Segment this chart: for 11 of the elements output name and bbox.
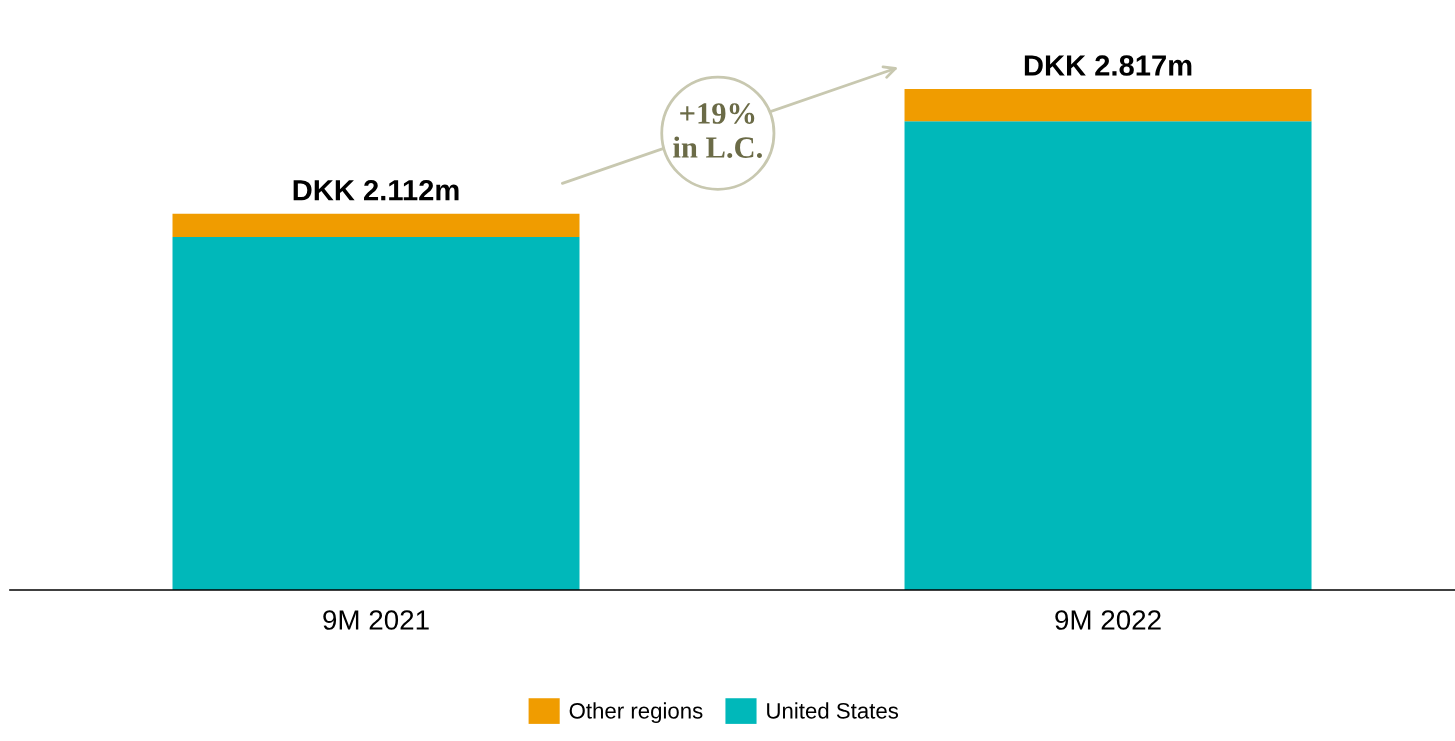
bar	[904, 121, 1312, 590]
total-label: DKK 2.112m	[293, 179, 459, 201]
bar	[172, 213, 580, 237]
legend-label: United States	[767, 702, 899, 719]
x-tick-label: 9M 2022	[1055, 610, 1161, 630]
legend-label: Other regions	[569, 702, 703, 724]
annotation: +19% in L.C.	[673, 103, 762, 159]
total-label: DKK 2.817m	[1024, 55, 1192, 76]
bar	[904, 89, 1312, 122]
bar	[172, 236, 580, 590]
x-tick-label: 9M 2021	[323, 610, 429, 630]
